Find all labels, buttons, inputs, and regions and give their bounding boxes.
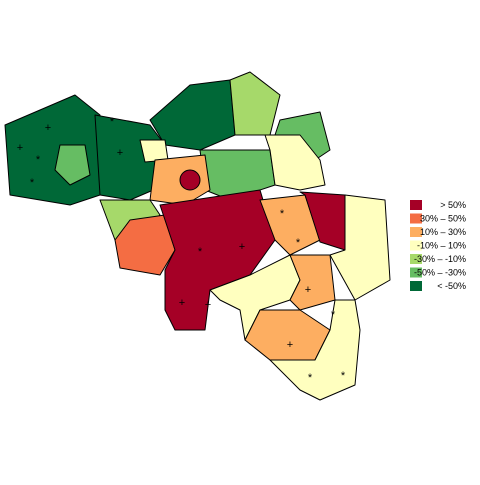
- region: [269, 299, 361, 401]
- marker: +: [179, 297, 185, 309]
- legend-swatch: [410, 281, 422, 291]
- marker: *: [341, 370, 346, 382]
- region: [259, 194, 321, 256]
- legend-swatch: [410, 240, 422, 251]
- legend-label: -10% – 10%: [417, 240, 466, 250]
- region: [264, 134, 326, 191]
- marker: +: [45, 122, 51, 134]
- markers: + + * * * + + * + + * * + + * * *: [17, 116, 346, 384]
- legend-label: 30% – 50%: [420, 213, 466, 223]
- marker: +: [117, 147, 123, 159]
- legend-swatch: [410, 213, 422, 224]
- marker: +: [305, 284, 311, 296]
- region: [179, 169, 201, 191]
- legend-swatch: [410, 200, 422, 210]
- legend-label: -50% – -30%: [414, 267, 466, 277]
- legend-label: < -50%: [437, 281, 466, 291]
- marker: *: [296, 237, 301, 249]
- legend-label: 10% – 30%: [420, 227, 466, 237]
- region: [244, 309, 331, 361]
- marker: +: [287, 339, 293, 351]
- legend-label: -30% – -10%: [414, 254, 466, 264]
- legend: > 50% 30% – 50% 10% – 30% -10% – 10% -30% – …: [410, 200, 466, 291]
- region: [299, 191, 346, 251]
- marker: *: [308, 372, 313, 384]
- legend-swatch: [410, 254, 422, 264]
- legend-label: > 50%: [440, 200, 466, 210]
- marker: *: [30, 177, 35, 189]
- regions: [4, 71, 391, 401]
- legend-swatch: [410, 267, 422, 278]
- legend-swatch: [410, 227, 422, 237]
- marker: *: [280, 208, 285, 220]
- region: [54, 144, 91, 186]
- region: [209, 254, 301, 341]
- marker: *: [331, 309, 336, 321]
- marker: +: [239, 241, 245, 253]
- marker: *: [198, 246, 203, 258]
- region: [199, 149, 276, 201]
- marker: *: [110, 116, 115, 128]
- marker: +: [205, 299, 211, 311]
- region: [229, 71, 281, 136]
- marker: +: [17, 142, 23, 154]
- marker: *: [36, 154, 41, 166]
